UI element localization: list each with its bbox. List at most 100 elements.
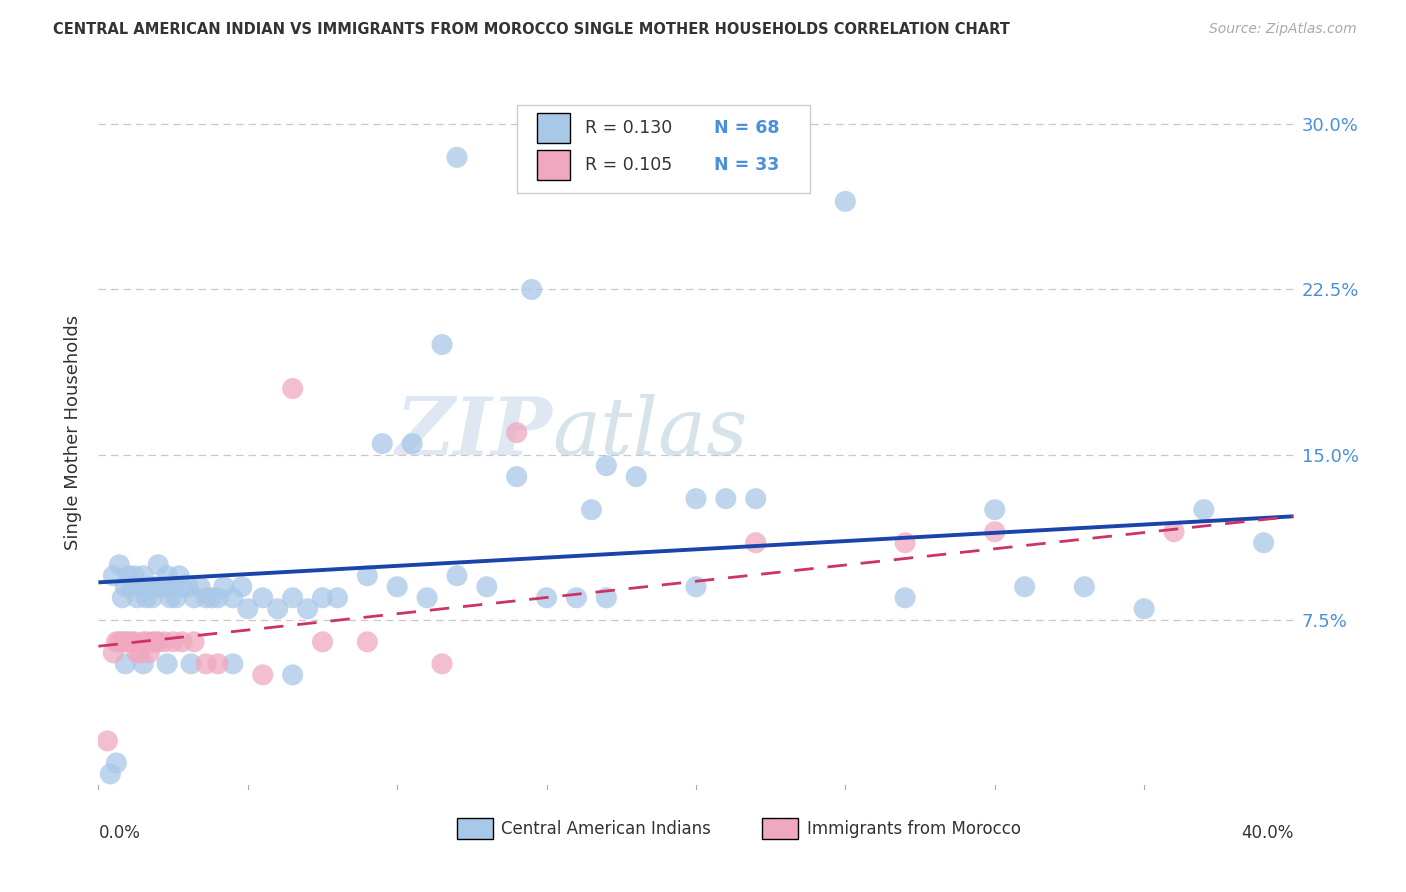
Point [311, 635, 333, 649]
Point [1014, 580, 1036, 594]
Point [148, 558, 170, 572]
Point [148, 635, 170, 649]
Point [143, 580, 166, 594]
Point [356, 635, 378, 649]
Point [132, 657, 155, 671]
Point [894, 591, 917, 605]
Point [207, 591, 229, 605]
Text: Central American Indians: Central American Indians [501, 820, 711, 838]
Y-axis label: Single Mother Households: Single Mother Households [65, 315, 83, 550]
Point [132, 568, 155, 582]
Point [103, 568, 125, 582]
Point [1192, 502, 1215, 516]
Point [252, 668, 274, 682]
Point [111, 635, 134, 649]
Point [172, 635, 194, 649]
Point [120, 580, 142, 594]
Point [127, 591, 149, 605]
Point [156, 568, 179, 582]
Point [297, 601, 319, 615]
Point [135, 635, 157, 649]
Point [212, 580, 235, 594]
FancyBboxPatch shape [457, 818, 494, 839]
Point [162, 580, 184, 594]
Point [143, 635, 166, 649]
Point [114, 635, 136, 649]
Point [385, 580, 409, 594]
Point [127, 646, 149, 660]
Point [626, 469, 648, 483]
Point [138, 646, 160, 660]
Point [326, 591, 349, 605]
Point [894, 535, 917, 549]
Point [430, 657, 453, 671]
Point [685, 491, 707, 506]
Point [183, 635, 205, 649]
Point [236, 601, 259, 615]
Point [520, 283, 543, 297]
Point [165, 591, 187, 605]
Point [162, 635, 184, 649]
Point [1163, 524, 1185, 539]
Point [150, 580, 173, 594]
Point [281, 591, 304, 605]
Point [159, 591, 181, 605]
Point [984, 524, 1007, 539]
Point [834, 194, 856, 209]
Point [416, 591, 439, 605]
Point [156, 657, 179, 671]
Point [595, 591, 617, 605]
Point [172, 580, 194, 594]
Point [595, 458, 617, 473]
Point [111, 591, 134, 605]
Text: atlas: atlas [553, 394, 748, 471]
Point [108, 635, 131, 649]
Point [195, 591, 218, 605]
Point [177, 580, 200, 594]
Point [135, 591, 157, 605]
Point [1133, 601, 1156, 615]
Point [124, 568, 146, 582]
Point [371, 436, 394, 450]
Point [167, 568, 190, 582]
Text: Source: ZipAtlas.com: Source: ZipAtlas.com [1209, 22, 1357, 37]
Text: R = 0.105: R = 0.105 [585, 156, 672, 174]
Text: ZIP: ZIP [395, 394, 553, 471]
Point [98, 767, 122, 781]
Text: CENTRAL AMERICAN INDIAN VS IMMIGRANTS FROM MOROCCO SINGLE MOTHER HOUSEHOLDS CORR: CENTRAL AMERICAN INDIAN VS IMMIGRANTS FR… [53, 22, 1011, 37]
Point [117, 568, 139, 582]
Text: 0.0%: 0.0% [98, 823, 141, 842]
Point [475, 580, 498, 594]
Point [311, 591, 333, 605]
Point [114, 657, 136, 671]
Point [141, 591, 163, 605]
Point [430, 337, 453, 351]
Point [207, 657, 229, 671]
Text: Immigrants from Morocco: Immigrants from Morocco [807, 820, 1021, 838]
Point [506, 469, 529, 483]
Point [201, 591, 224, 605]
Point [745, 491, 768, 506]
Point [180, 657, 202, 671]
Point [401, 436, 423, 450]
Point [714, 491, 737, 506]
Point [222, 657, 245, 671]
Point [183, 591, 205, 605]
Point [446, 150, 468, 164]
Point [188, 580, 211, 594]
Point [108, 558, 131, 572]
Point [1073, 580, 1095, 594]
Point [96, 734, 118, 748]
Point [132, 635, 155, 649]
Text: N = 68: N = 68 [714, 119, 779, 136]
Point [281, 668, 304, 682]
Point [124, 635, 146, 649]
Point [506, 425, 529, 440]
Point [141, 635, 163, 649]
Point [745, 535, 768, 549]
Point [129, 580, 152, 594]
Point [195, 657, 218, 671]
Text: R = 0.130: R = 0.130 [585, 119, 672, 136]
Point [222, 591, 245, 605]
Text: 40.0%: 40.0% [1241, 823, 1294, 842]
